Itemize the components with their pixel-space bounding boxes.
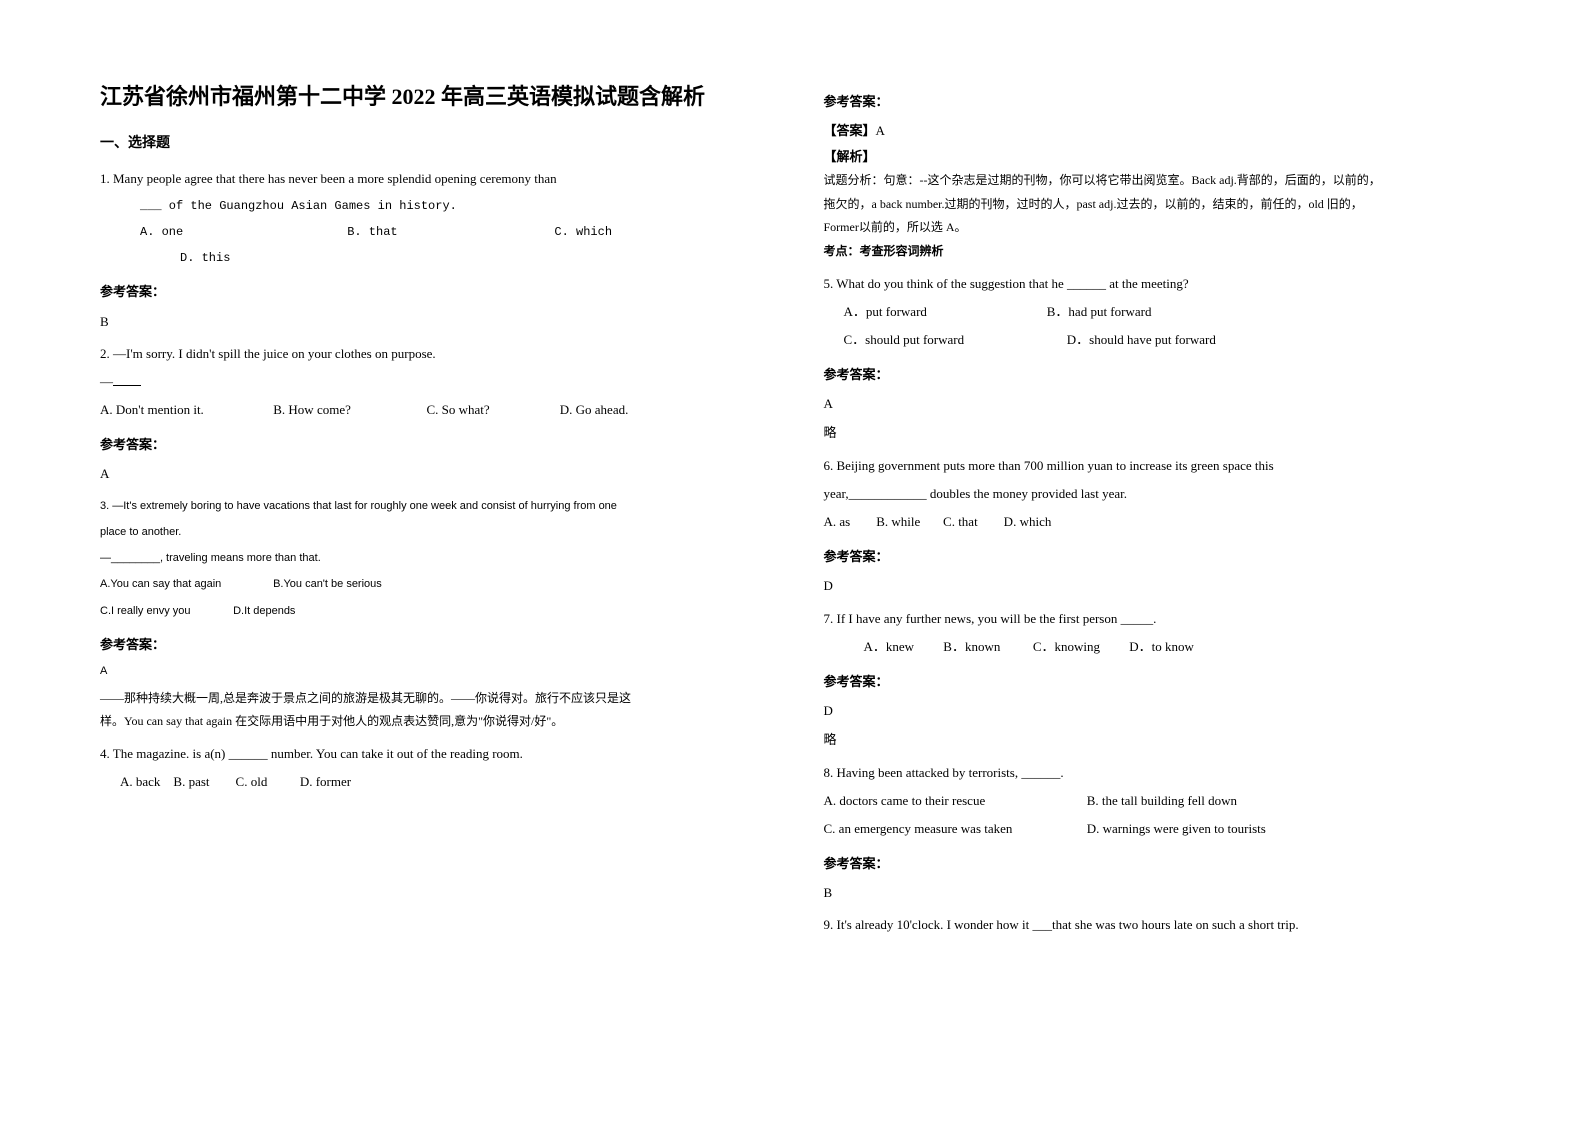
- q8-opt-c: C. an emergency measure was taken: [824, 816, 1084, 842]
- q8-opt-d: D. warnings were given to tourists: [1087, 821, 1266, 836]
- blank: [113, 373, 141, 386]
- q8-opt-a: A. doctors came to their rescue: [824, 788, 1084, 814]
- question-2: 2. —I'm sorry. I didn't spill the juice …: [100, 341, 764, 423]
- question-9: 9. It's already 10'clock. I wonder how i…: [824, 912, 1488, 938]
- q1-opt-b: B. that: [347, 220, 547, 244]
- question-4: 4. The magazine. is a(n) ______ number. …: [100, 741, 764, 795]
- answer-label: 参考答案：: [824, 852, 1488, 875]
- q4-expl-3: Former以前的，所以选 A。: [824, 217, 1488, 239]
- q9-stem: 9. It's already 10'clock. I wonder how i…: [824, 912, 1488, 938]
- q2-stem-1: 2. —I'm sorry. I didn't spill the juice …: [100, 341, 764, 367]
- q5-expl: 略: [824, 421, 1488, 444]
- q3-stem-2: place to another.: [100, 520, 764, 544]
- q7-stem: 7. If I have any further news, you will …: [824, 606, 1488, 632]
- q3-stem-1: 3. —It's extremely boring to have vacati…: [100, 494, 764, 518]
- answer-label: 参考答案：: [824, 90, 1488, 113]
- q1-stem-1: 1. Many people agree that there has neve…: [100, 166, 764, 192]
- q3-expl-1: ——那种持续大概一周,总是奔波于景点之间的旅游是极其无聊的。——你说得对。旅行不…: [100, 688, 764, 710]
- q5-options-row1: A．put forward B．had put forward: [824, 299, 1488, 325]
- question-8: 8. Having been attacked by terrorists, _…: [824, 760, 1488, 842]
- question-6: 6. Beijing government puts more than 700…: [824, 453, 1488, 535]
- q3-options-row1: A.You can say that again B.You can't be …: [100, 572, 764, 596]
- q6-stem-2: year,____________ doubles the money prov…: [824, 481, 1488, 507]
- answer-label: 参考答案：: [824, 670, 1488, 693]
- q8-stem: 8. Having been attacked by terrorists, _…: [824, 760, 1488, 786]
- q3-opt-b: B.You can't be serious: [273, 578, 382, 590]
- q2-opt-c: C. So what?: [427, 397, 557, 423]
- q5-opt-b: B．had put forward: [1047, 304, 1152, 319]
- q1-stem-2: ___ of the Guangzhou Asian Games in hist…: [100, 194, 764, 218]
- q2-stem-2: —: [100, 369, 764, 395]
- q4-expl-2: 拖欠的，a back number.过期的刊物，过时的人，past adj.过去…: [824, 194, 1488, 216]
- q4-expl-1: 试题分析：句意：--这个杂志是过期的刊物，你可以将它带出阅览室。Back adj…: [824, 170, 1488, 192]
- q3-stem-3: —________, traveling means more than tha…: [100, 546, 764, 570]
- q5-answer: A: [824, 392, 1488, 415]
- answer-label: 参考答案：: [100, 633, 764, 656]
- answer-label: 参考答案：: [100, 280, 764, 303]
- q4-options: A. back B. past C. old D. former: [100, 769, 764, 795]
- q2-opt-d: D. Go ahead.: [560, 402, 629, 417]
- q5-stem: 5. What do you think of the suggestion t…: [824, 271, 1488, 297]
- q7-expl: 略: [824, 728, 1488, 751]
- q1-opt-d: D. this: [100, 246, 764, 270]
- q8-options-row1: A. doctors came to their rescue B. the t…: [824, 788, 1488, 814]
- q1-opt-a: A. one: [140, 220, 340, 244]
- q2-opt-a: A. Don't mention it.: [100, 397, 270, 423]
- q8-options-row2: C. an emergency measure was taken D. war…: [824, 816, 1488, 842]
- q5-opt-c: C．should put forward: [844, 327, 1064, 353]
- q3-options-row2: C.I really envy you D.It depends: [100, 599, 764, 623]
- q3-opt-d: D.It depends: [233, 605, 295, 617]
- right-column: 参考答案： 【答案】A 【解析】 试题分析：句意：--这个杂志是过期的刊物，你可…: [824, 80, 1488, 1082]
- q6-answer: D: [824, 574, 1488, 597]
- q5-opt-a: A．put forward: [844, 299, 1044, 325]
- q4-expl-4: 考点：考查形容词辨析: [824, 241, 1488, 263]
- question-1: 1. Many people agree that there has neve…: [100, 166, 764, 270]
- q4-answer-tag: 【答案】A: [824, 119, 1488, 142]
- q2-answer: A: [100, 462, 764, 485]
- doc-title: 江苏省徐州市福州第十二中学 2022 年高三英语模拟试题含解析: [100, 80, 764, 113]
- question-5: 5. What do you think of the suggestion t…: [824, 271, 1488, 353]
- answer-label: 参考答案：: [100, 433, 764, 456]
- q6-stem-1: 6. Beijing government puts more than 700…: [824, 453, 1488, 479]
- q1-opt-c: C. which: [554, 225, 612, 239]
- q5-options-row2: C．should put forward D．should have put f…: [824, 327, 1488, 353]
- q2-options: A. Don't mention it. B. How come? C. So …: [100, 397, 764, 423]
- left-column: 江苏省徐州市福州第十二中学 2022 年高三英语模拟试题含解析 一、选择题 1.…: [100, 80, 764, 1082]
- q5-opt-d: D．should have put forward: [1067, 332, 1216, 347]
- q2-opt-b: B. How come?: [273, 397, 423, 423]
- answer-label: 参考答案：: [824, 545, 1488, 568]
- q8-answer: B: [824, 881, 1488, 904]
- answer-label: 参考答案：: [824, 363, 1488, 386]
- q7-options: A．knew B．known C．knowing D．to know: [824, 634, 1488, 660]
- q3-opt-c: C.I really envy you: [100, 599, 230, 623]
- q6-options: A. as B. while C. that D. which: [824, 509, 1488, 535]
- q3-opt-a: A.You can say that again: [100, 572, 270, 596]
- q4-stem: 4. The magazine. is a(n) ______ number. …: [100, 741, 764, 767]
- question-3: 3. —It's extremely boring to have vacati…: [100, 494, 764, 623]
- q7-answer: D: [824, 699, 1488, 722]
- q8-opt-b: B. the tall building fell down: [1087, 793, 1237, 808]
- q1-options-row1: A. one B. that C. which: [100, 220, 764, 244]
- analysis-label: 【解析】: [824, 145, 1488, 168]
- q1-answer: B: [100, 310, 764, 333]
- section-heading: 一、选择题: [100, 131, 764, 156]
- q3-expl-2: 样。You can say that again 在交际用语中用于对他人的观点表…: [100, 711, 764, 733]
- question-7: 7. If I have any further news, you will …: [824, 606, 1488, 660]
- q3-answer: A: [100, 662, 764, 682]
